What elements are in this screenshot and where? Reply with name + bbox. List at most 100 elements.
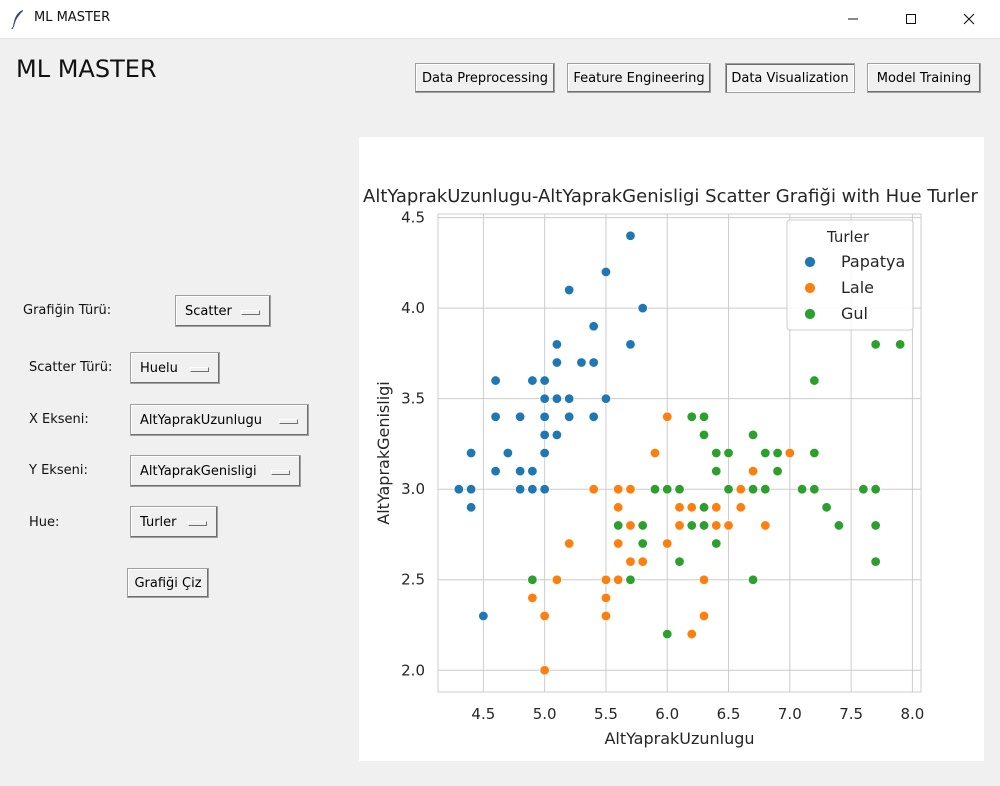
minimize-button[interactable]: [824, 0, 882, 38]
point-papatya: [539, 411, 550, 422]
point-papatya: [514, 465, 526, 477]
point-lale: [527, 592, 538, 604]
scatter-type-value: Huelu: [140, 360, 178, 376]
data-preprocessing-button[interactable]: Data Preprocessing: [415, 63, 555, 93]
chart-type-select[interactable]: Scatter: [175, 295, 271, 327]
point-lale: [539, 665, 550, 676]
legend-label-papatya: Papatya: [841, 252, 905, 271]
point-gul: [747, 574, 759, 585]
point-gul: [833, 520, 845, 531]
draw-chart-button[interactable]: Grafiği Çiz: [127, 568, 209, 598]
point-papatya: [588, 357, 599, 368]
point-papatya: [527, 465, 538, 477]
model-training-button[interactable]: Model Training: [867, 63, 981, 93]
x-tick-label: 7.0: [778, 705, 802, 723]
point-gul: [674, 484, 685, 495]
chart-type-value: Scatter: [185, 303, 232, 319]
point-gul: [613, 520, 624, 531]
point-papatya: [563, 393, 575, 404]
point-lale: [637, 556, 648, 567]
point-gul: [772, 465, 783, 477]
point-gul: [809, 375, 820, 386]
point-gul: [698, 429, 710, 441]
feather-icon: [11, 10, 23, 29]
point-gul: [723, 484, 734, 495]
legend-frame: [786, 219, 914, 331]
point-gul: [858, 484, 869, 495]
point-papatya: [563, 284, 575, 296]
point-lale: [674, 520, 685, 531]
point-gul: [637, 520, 648, 531]
x-tick-label: 5.5: [594, 705, 618, 723]
point-gul: [747, 484, 759, 495]
point-papatya: [490, 411, 501, 422]
point-papatya: [563, 411, 575, 422]
point-papatya: [637, 302, 648, 314]
point-papatya: [539, 375, 550, 386]
point-lale: [735, 502, 746, 513]
point-lale: [686, 502, 697, 513]
point-lale: [613, 484, 624, 495]
hue-label: Hue:: [29, 515, 60, 530]
x-axis-title: AltYaprakUzunlugu: [604, 729, 754, 748]
point-lale: [662, 538, 673, 549]
chart-panel: 4.5 5.0 5.5 6.0 6.5 7.0 7.5 8.0 2.0 2.5 3.0 3.5 4.0 4…: [359, 137, 984, 761]
scatter-type-select[interactable]: Huelu: [130, 352, 220, 384]
point-lale: [686, 628, 697, 640]
y-tick-label: 4.5: [401, 209, 425, 227]
point-papatya: [514, 484, 526, 495]
point-lale: [539, 610, 550, 622]
point-gul: [760, 447, 771, 459]
point-papatya: [551, 429, 563, 441]
x-axis-select[interactable]: AltYaprakUzunlugu: [130, 404, 309, 436]
point-papatya: [453, 484, 465, 495]
x-axis-value: AltYaprakUzunlugu: [140, 412, 262, 428]
y-tick-label: 3.0: [401, 480, 425, 498]
point-papatya: [490, 375, 501, 386]
chart-type-label: Grafiğin Türü:: [23, 303, 112, 318]
point-gul: [870, 520, 881, 531]
y-axis-select[interactable]: AltYaprakGenisligi: [130, 455, 301, 487]
point-lale: [613, 538, 624, 549]
point-papatya: [465, 502, 477, 513]
point-papatya: [478, 610, 489, 622]
point-papatya: [539, 393, 550, 404]
point-gul: [711, 538, 722, 549]
data-visualization-button[interactable]: Data Visualization: [725, 63, 855, 93]
scatter-type-label: Scatter Türü:: [29, 360, 113, 375]
point-gul: [649, 484, 661, 495]
maximize-button[interactable]: [882, 0, 940, 38]
point-lale: [662, 411, 673, 422]
point-lale: [563, 538, 575, 549]
legend-title: Turler: [826, 228, 870, 246]
point-lale: [625, 556, 636, 567]
point-papatya: [588, 321, 599, 332]
point-gul: [760, 484, 771, 495]
point-lale: [760, 520, 771, 531]
y-tick-label: 3.5: [401, 390, 425, 408]
maximize-icon: [906, 14, 916, 24]
feature-engineering-button[interactable]: Feature Engineering: [567, 63, 711, 93]
point-papatya: [625, 339, 636, 350]
point-papatya: [625, 230, 636, 241]
point-gul: [637, 538, 648, 549]
point-papatya: [576, 357, 587, 368]
point-papatya: [490, 465, 501, 477]
x-tick-label: 8.0: [900, 705, 924, 723]
point-papatya: [539, 484, 550, 495]
y-tick-label: 2.0: [401, 661, 425, 679]
legend-label-lale: Lale: [841, 278, 874, 297]
dropdown-indicator-icon: [188, 521, 207, 526]
point-gul: [796, 484, 808, 495]
point-papatya: [551, 357, 563, 368]
point-papatya: [600, 266, 612, 278]
point-gul: [747, 429, 759, 441]
hue-select[interactable]: Turler: [130, 506, 218, 538]
point-gul: [698, 520, 710, 531]
close-button[interactable]: [940, 0, 998, 38]
dropdown-indicator-icon: [279, 419, 298, 424]
y-axis-title: AltYaprakGenisligi: [374, 381, 393, 525]
point-lale: [711, 520, 722, 531]
chart-title: AltYaprakUzunlugu-AltYaprakGenisligi Sca…: [363, 186, 978, 207]
chart-points: [453, 230, 906, 676]
